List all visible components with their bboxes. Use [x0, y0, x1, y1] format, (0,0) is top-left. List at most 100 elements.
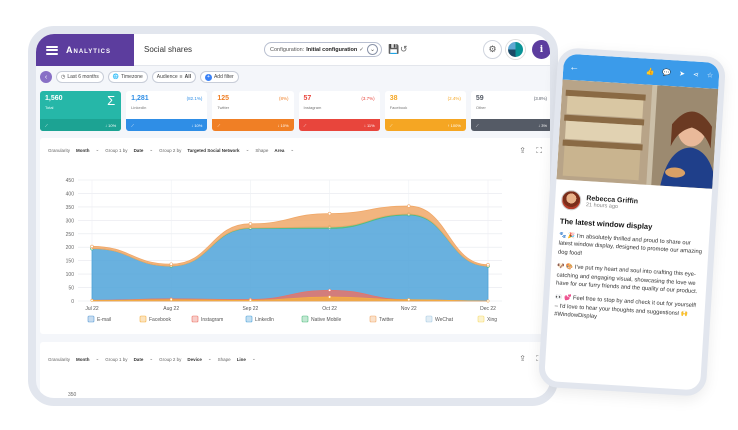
timezone-filter[interactable]: 🌐 Timezone	[107, 71, 148, 83]
post-paragraph: 🐾 🎉 I'm absolutely thrilled and proud to…	[557, 232, 703, 257]
legend-swatch[interactable]	[301, 315, 309, 323]
gear-icon[interactable]: ⚙	[483, 40, 502, 59]
post-body: 🐾 🎉 I'm absolutely thrilled and proud to…	[554, 232, 703, 334]
legend-label[interactable]: Twitter	[379, 317, 394, 323]
data-point	[90, 299, 94, 302]
line-chart-panel: Granularity Month ⌄ Group 1 by Date ⌄ Grou…	[40, 342, 550, 398]
check-icon: ✓	[359, 46, 364, 53]
floppy-icon[interactable]: 💾	[388, 44, 400, 54]
hamburger-icon[interactable]	[46, 45, 58, 55]
y-tick-label: 150	[66, 259, 75, 265]
data-point	[407, 298, 411, 302]
top-bar: Analytics Social shares Configuration: I…	[36, 34, 550, 66]
shape-select[interactable]: Area	[274, 147, 285, 153]
share-icon[interactable]: ⇪	[519, 354, 526, 363]
chevron-left-icon[interactable]: ‹	[40, 71, 52, 83]
info-button[interactable]: i	[532, 40, 550, 59]
legend-swatch[interactable]	[477, 315, 485, 323]
star-icon[interactable]: ☆	[706, 72, 714, 80]
data-point	[327, 211, 332, 216]
kpi-footer: ⟋ ↓ 11%	[298, 119, 380, 131]
legend-swatch[interactable]	[425, 315, 433, 323]
kpi-card[interactable]: 1,281 LinkedIn (82.1%) ⟋ ↓ 10%	[126, 91, 208, 131]
x-tick-label: Nov 22	[401, 306, 417, 312]
chevron-down-icon[interactable]: ⌄	[251, 356, 256, 361]
legend-label[interactable]: WeChat	[435, 317, 454, 323]
y-tick-label: 50	[68, 286, 74, 292]
legend-label[interactable]: Xing	[487, 317, 497, 323]
legend-swatch[interactable]	[369, 315, 377, 323]
comment-icon[interactable]: 💬	[662, 69, 672, 78]
expand-icon[interactable]: ⛶	[536, 146, 542, 155]
data-point	[248, 222, 253, 226]
page-title: Social shares	[144, 45, 193, 54]
y-tick-label: 300	[66, 218, 75, 224]
area-facebook	[91, 296, 489, 302]
timezone-label: Timezone	[121, 74, 143, 80]
arrow-left-icon[interactable]: ←	[569, 61, 580, 73]
sparkline-icon: ⟋	[217, 122, 221, 128]
kpi-card[interactable]: 125 Twitter (8%) ⟋ ↓ 10%	[212, 91, 294, 131]
sparkline-icon: ⟋	[45, 122, 48, 128]
shape-select[interactable]: Line	[236, 356, 246, 362]
kpi-percent: (3.7%)	[361, 96, 375, 101]
date-range-label: Last 6 months	[67, 74, 99, 80]
legend-swatch[interactable]	[245, 315, 253, 323]
config-value: Initial configuration	[306, 46, 358, 53]
legend-label[interactable]: LinkedIn	[255, 317, 274, 323]
chevron-down-icon[interactable]: ⌄	[149, 147, 154, 152]
group1-select[interactable]: Date	[133, 356, 144, 362]
share-icon[interactable]: ⇪	[519, 146, 526, 155]
kpi-label: Total	[45, 105, 54, 110]
legend-swatch[interactable]	[139, 315, 147, 323]
share-icon[interactable]: ⋖	[692, 71, 700, 79]
granularity-select[interactable]: Month	[76, 356, 90, 362]
kpi-card[interactable]: 1,560 Total Σ ⟋ ↓ 10%	[40, 91, 122, 131]
kpi-card[interactable]: 57 Instagram (3.7%) ⟋ ↓ 11%	[298, 91, 380, 131]
add-filter-label: Add filter	[213, 74, 234, 80]
data-point	[90, 244, 94, 249]
app-logo-icon[interactable]	[506, 40, 525, 59]
kpi-card[interactable]: 38 Facebook (2.4%) ⟋ ↑ 100%	[384, 91, 466, 131]
legend-swatch[interactable]	[87, 315, 95, 323]
chevron-down-icon[interactable]: ⌄	[95, 147, 100, 152]
avatar[interactable]	[560, 189, 582, 211]
legend-label[interactable]: Instagram	[201, 317, 223, 323]
sparkline-icon: ⟋	[389, 122, 393, 128]
undo-icon[interactable]: ↺	[400, 44, 408, 54]
sparkline-icon: ⟋	[303, 122, 307, 128]
chevron-down-icon[interactable]: ⌄	[290, 147, 295, 152]
granularity-select[interactable]: Month	[76, 147, 90, 153]
chart-controls: Granularity Month ⌄ Group 1 by Date ⌄ Grou…	[48, 147, 294, 153]
add-filter-button[interactable]: + Add filter	[199, 71, 239, 83]
y-tick-label: 450	[66, 178, 75, 184]
brand-menu[interactable]: Analytics	[36, 34, 134, 66]
legend-label[interactable]: Native Mobile	[311, 317, 342, 323]
chevron-down-icon[interactable]: ⌄	[95, 356, 100, 361]
area-chart-panel: Granularity Month ⌄ Group 1 by Date ⌄ Grou…	[40, 138, 550, 334]
chevron-down-icon[interactable]: ⌄	[149, 356, 154, 361]
chevron-down-icon[interactable]: ⌄	[367, 44, 378, 55]
chevron-down-icon[interactable]: ⌄	[207, 356, 212, 361]
data-point	[407, 204, 411, 208]
group2-select[interactable]: Targeted Social Network	[187, 147, 240, 153]
shape-label: Shape	[255, 147, 269, 153]
chevron-down-icon[interactable]: ⌄	[245, 147, 250, 152]
send-icon[interactable]: ➤	[678, 70, 686, 78]
group1-select[interactable]: Date	[133, 147, 144, 153]
x-tick-label: Aug 22	[163, 306, 179, 312]
like-icon[interactable]: 👍	[645, 68, 655, 77]
kpi-cards: 1,560 Total Σ ⟋ ↓ 10% 1,281 LinkedIn (82.1%) ⟋ ↓ …	[40, 91, 550, 131]
legend-label[interactable]: E-mail	[97, 317, 111, 323]
group2-select[interactable]: Device	[187, 356, 202, 362]
kpi-card[interactable]: 59 Other (3.8%) ⟋ ↓ 3%	[470, 91, 550, 131]
configuration-select[interactable]: Configuration: Initial configuration ✓ ⌄	[264, 42, 382, 57]
sparkline-icon: ⟋	[131, 122, 134, 128]
kpi-value: 125	[217, 95, 230, 102]
audience-filter[interactable]: Audience ≡ All	[151, 71, 196, 83]
filter-bar: ‹ ◷ Last 6 months 🌐 Timezone Audience ≡ All …	[36, 67, 550, 87]
kpi-value: 1,560	[45, 95, 63, 102]
legend-swatch[interactable]	[191, 315, 199, 323]
legend-label[interactable]: Facebook	[149, 317, 171, 323]
date-range-filter[interactable]: ◷ Last 6 months	[56, 71, 104, 83]
